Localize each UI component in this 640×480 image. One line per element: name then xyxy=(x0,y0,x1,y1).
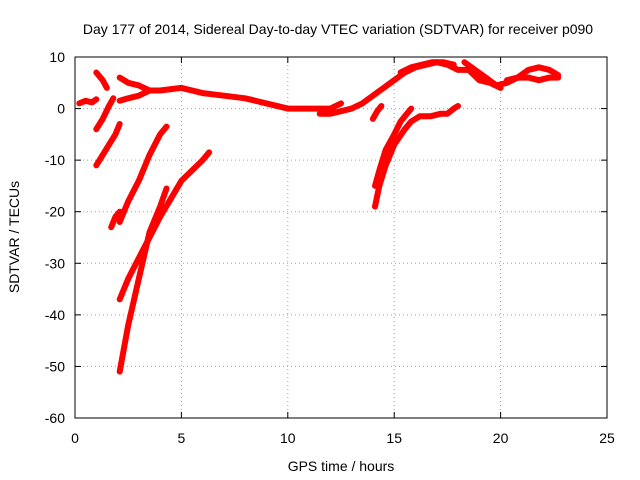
data-series xyxy=(76,59,562,375)
series-arc-12 xyxy=(397,59,457,76)
series-arc-8 xyxy=(116,123,170,225)
x-tick-label: 25 xyxy=(599,430,615,446)
y-tick-label: -20 xyxy=(45,204,65,220)
y-tick-label: -60 xyxy=(45,410,65,426)
series-arc-2 xyxy=(93,69,110,91)
y-axis-label: SDTVAR / TECUs xyxy=(6,181,22,293)
series-arc-17 xyxy=(369,103,385,122)
series-arc-9 xyxy=(116,149,213,303)
series-arc-7 xyxy=(108,208,123,231)
series-arc-16 xyxy=(372,105,415,189)
y-tick-label: -50 xyxy=(45,358,65,374)
series-arc-6 xyxy=(116,84,344,112)
series-arc-1 xyxy=(76,96,100,107)
y-tick-label: -40 xyxy=(45,307,65,323)
y-tick-label: 10 xyxy=(49,49,65,65)
x-axis-label: GPS time / hours xyxy=(288,458,395,474)
series-arc-15 xyxy=(372,103,461,210)
series-arc-10 xyxy=(116,185,170,375)
series-arc-5 xyxy=(116,74,153,94)
x-tick-label: 0 xyxy=(71,430,79,446)
plot-frame xyxy=(74,56,608,419)
y-tick-label: -10 xyxy=(45,152,65,168)
x-tick-label: 15 xyxy=(386,430,402,446)
x-tick-label: 20 xyxy=(493,430,509,446)
axis-ticks: 0 5 10 15 20 25 10 0 -10 -20 -30 -40 -50 -60 xyxy=(45,49,615,446)
x-tick-label: 10 xyxy=(280,430,296,446)
series-arc-14 xyxy=(504,74,562,84)
x-tick-label: 5 xyxy=(178,430,186,446)
series-arc-4 xyxy=(93,121,123,169)
series-arc-3 xyxy=(93,95,117,133)
y-tick-label: 0 xyxy=(57,101,65,117)
y-tick-label: -30 xyxy=(45,255,65,271)
chart-title: Day 177 of 2014, Sidereal Day-to-day VTE… xyxy=(83,21,593,37)
